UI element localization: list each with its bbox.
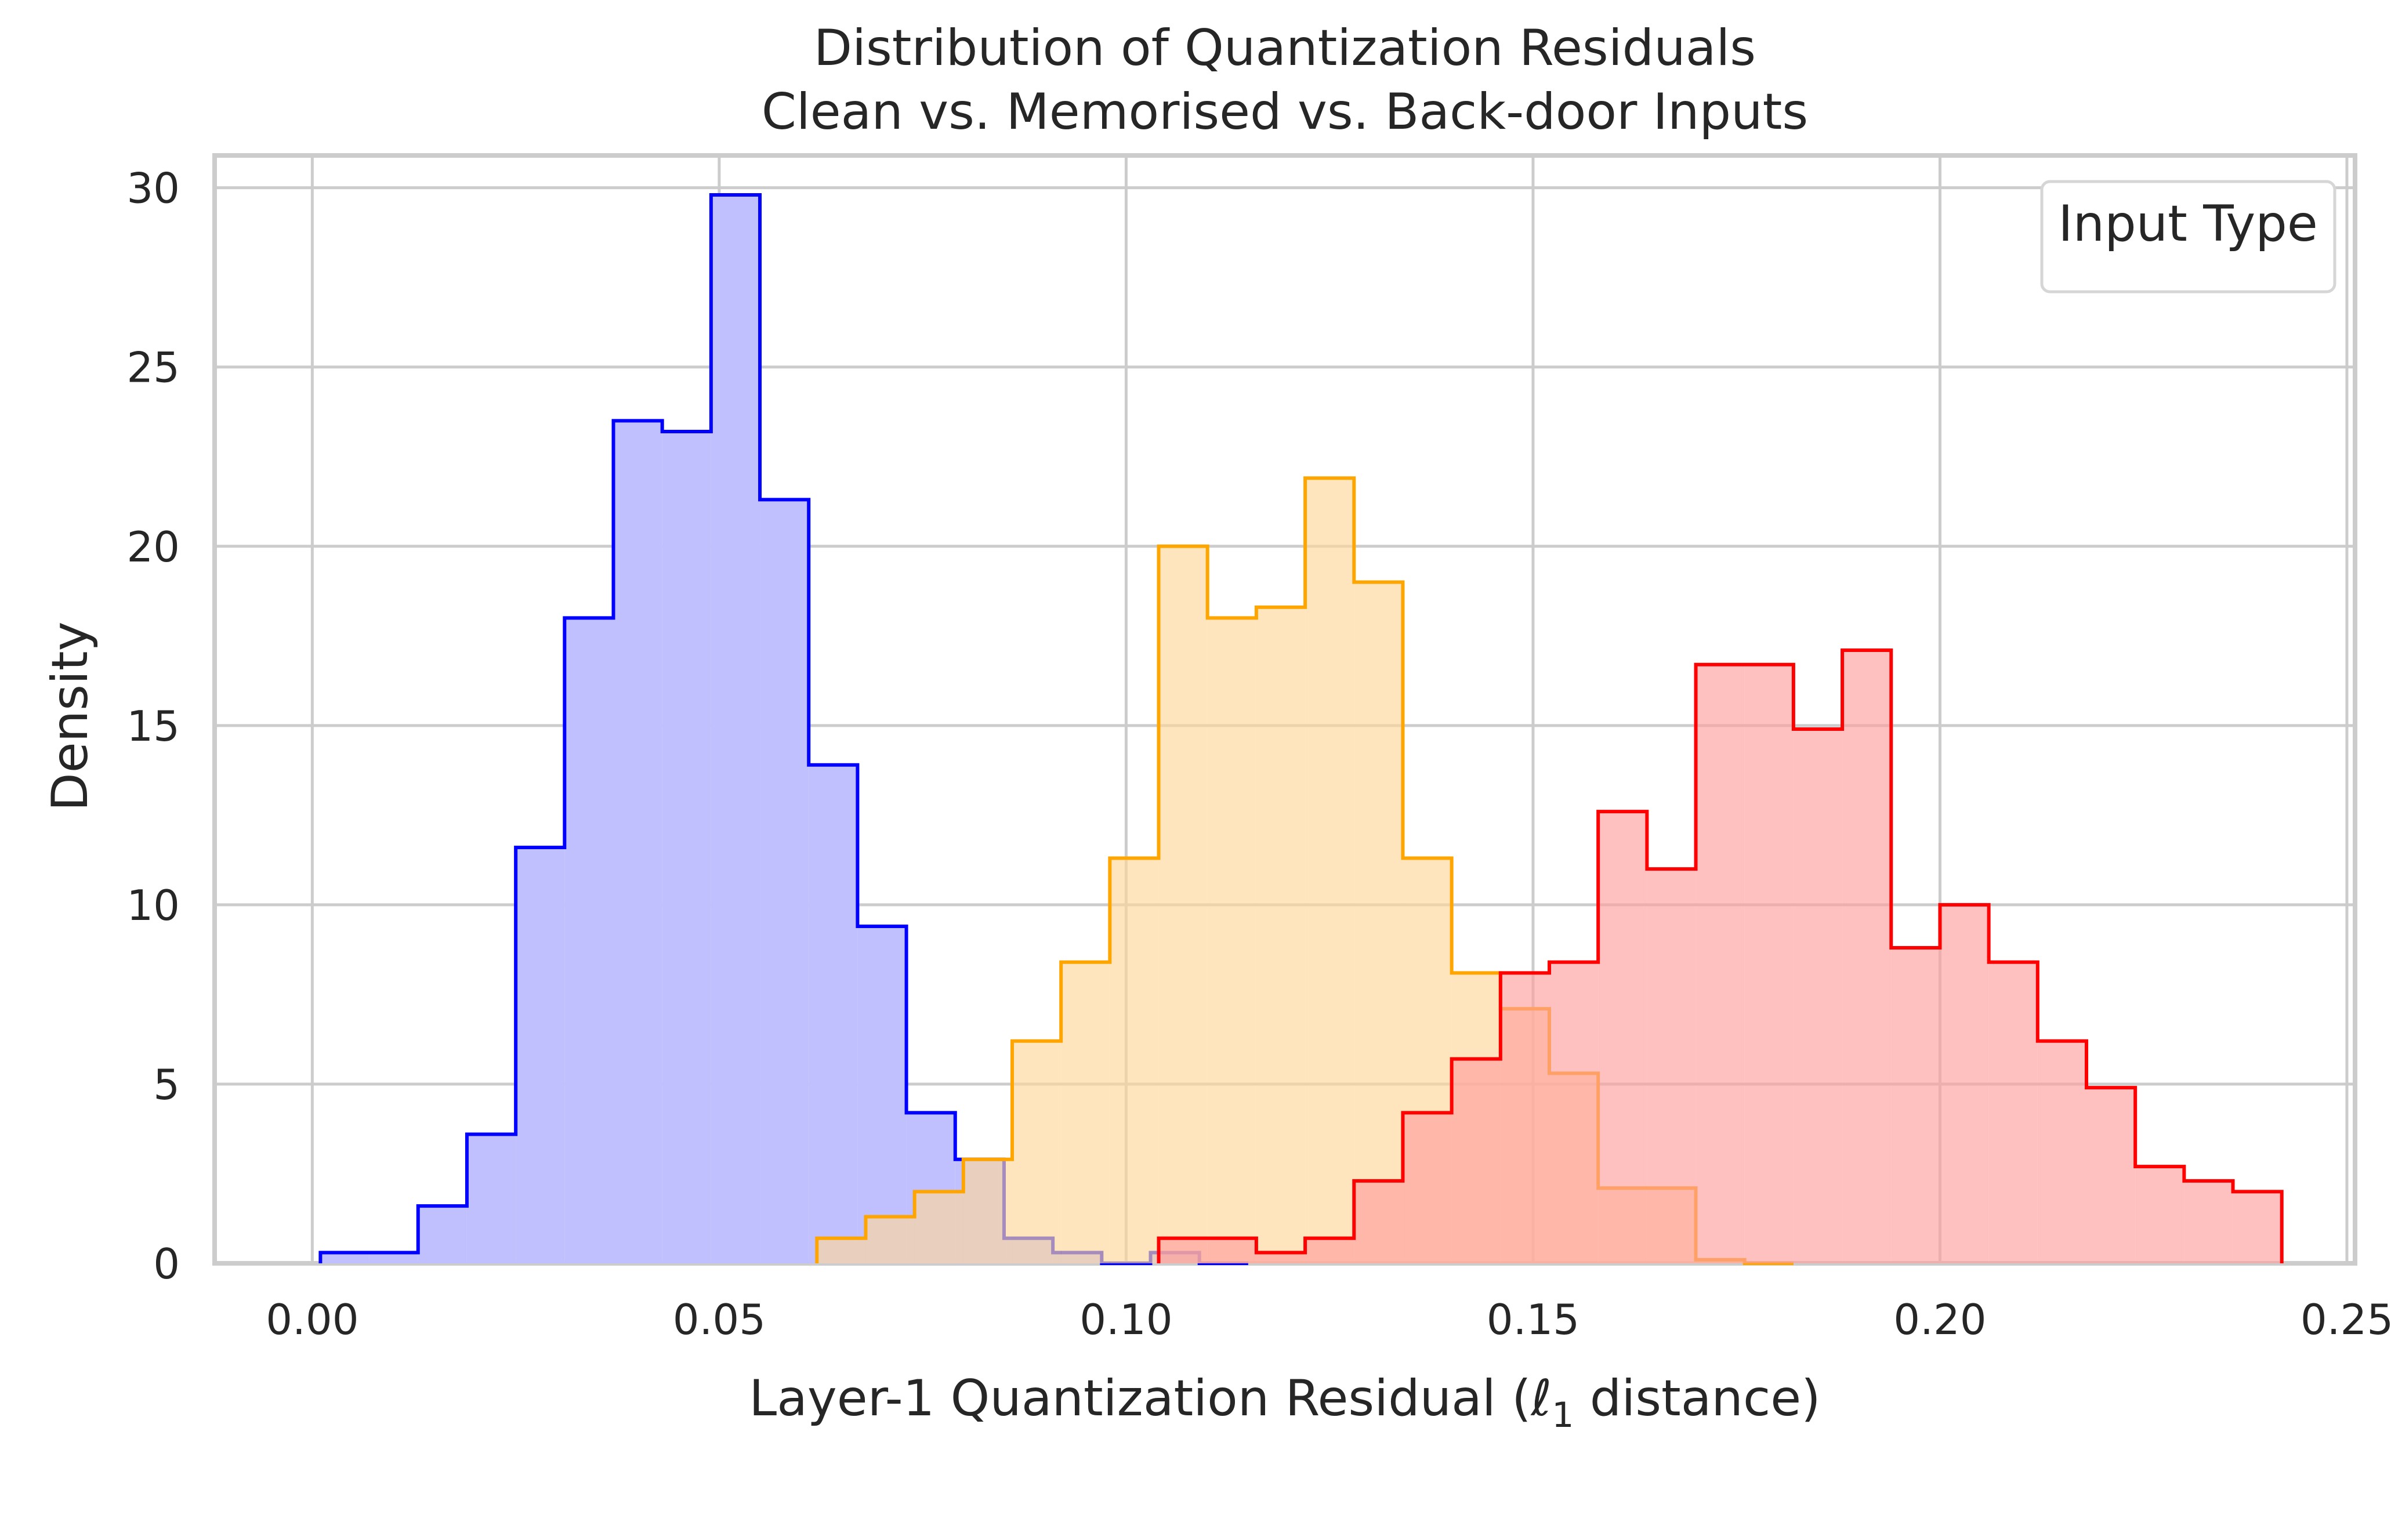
legend-title: Input Type [2058, 195, 2318, 253]
x-tick-label: 0.25 [2301, 1295, 2391, 1344]
x-axis-label-symbol: ℓ [1530, 1369, 1552, 1427]
histogram-outline [1157, 648, 2284, 1263]
histogram-bar [963, 1159, 1012, 1263]
y-tick-label: 15 [126, 702, 180, 751]
histogram-bar [1744, 664, 1794, 1263]
histogram-series [318, 193, 2284, 1265]
series-0 [318, 193, 1248, 1265]
chart-title-line-2: Clean vs. Memorised vs. Back-door Inputs [762, 83, 1808, 141]
series-2 [1157, 648, 2284, 1263]
histogram-bar [2086, 1088, 2136, 1263]
histogram-bar [1891, 948, 1940, 1263]
histogram-bar [2037, 1041, 2086, 1263]
histogram-bar [1940, 904, 1989, 1263]
chart-title-line-1: Distribution of Quantization Residuals [814, 19, 1756, 77]
y-tick-label: 10 [126, 881, 180, 930]
y-tick-label: 0 [153, 1240, 180, 1288]
histogram-bar [914, 1191, 963, 1263]
y-tick-label: 20 [126, 523, 180, 571]
histogram-bar [1354, 582, 1403, 1263]
histogram-bar [1451, 1059, 1501, 1263]
x-axis-label-subscript: 1 [1552, 1395, 1574, 1436]
histogram-bar [418, 1206, 467, 1263]
x-axis-label-prefix: Layer-1 Quantization Residual ( [749, 1369, 1531, 1427]
histogram-bar [1061, 962, 1110, 1263]
histogram-bar [2135, 1166, 2184, 1263]
x-axis-label: Layer-1 Quantization Residual (ℓ1 distan… [749, 1369, 1820, 1436]
x-tick-label: 0.05 [673, 1295, 766, 1344]
histogram-bar [1988, 962, 2038, 1263]
histogram-bar [1305, 1238, 1354, 1263]
histogram-bar [857, 926, 907, 1263]
y-axis-ticks: 0 5 10 15 20 25 30 [126, 164, 180, 1288]
x-axis-label-suffix: distance) [1574, 1369, 1820, 1427]
x-tick-label: 0.15 [1487, 1295, 1579, 1344]
x-tick-label: 0.10 [1079, 1295, 1172, 1344]
histogram-bar [1305, 478, 1354, 1263]
histogram-bar [1647, 869, 1696, 1263]
histogram-bar [711, 194, 760, 1263]
legend-box [2040, 180, 2336, 293]
histogram-bar [1256, 1252, 1306, 1263]
histogram-bar [2184, 1180, 2233, 1263]
histogram-bar [320, 1252, 369, 1263]
histogram-bar [1598, 811, 1647, 1263]
y-axis-label: Density [41, 622, 99, 811]
histogram-bar [516, 847, 565, 1263]
histogram-bar [809, 764, 858, 1263]
histogram-bar [1110, 858, 1159, 1263]
legend: Input Type [2040, 180, 2336, 293]
histogram-bar [760, 499, 809, 1263]
histogram-bar [1793, 729, 1843, 1263]
x-tick-label: 0.00 [266, 1295, 358, 1344]
histogram-bar [1207, 1238, 1256, 1263]
histogram-bar [1256, 607, 1306, 1263]
histogram-bar [1158, 1238, 1208, 1263]
histogram-bar [369, 1252, 418, 1263]
y-tick-label: 25 [126, 343, 180, 392]
histogram-bar [1842, 650, 1892, 1263]
histogram-bar [1549, 962, 1599, 1263]
histogram-bar [817, 1238, 866, 1263]
histogram-bar [865, 1216, 915, 1263]
histogram-bar [1012, 1041, 1062, 1263]
histogram-bar [1354, 1180, 1403, 1263]
x-tick-label: 0.20 [1893, 1295, 1986, 1344]
histogram-bar [613, 421, 662, 1263]
histogram-bar [1207, 618, 1256, 1263]
histogram-bar [2233, 1191, 2282, 1263]
y-tick-label: 30 [126, 164, 180, 213]
histogram-bar [564, 618, 614, 1263]
histogram-bar [662, 431, 711, 1263]
y-tick-label: 5 [153, 1060, 180, 1109]
histogram-bar [1403, 1113, 1452, 1263]
histogram-bar [1696, 664, 1745, 1263]
histogram-bar [1158, 546, 1208, 1263]
histogram-bar [466, 1134, 516, 1263]
x-axis-ticks: 0.00 0.05 0.10 0.15 0.20 0.25 [266, 1295, 2391, 1344]
histogram-bar [1500, 973, 1549, 1263]
